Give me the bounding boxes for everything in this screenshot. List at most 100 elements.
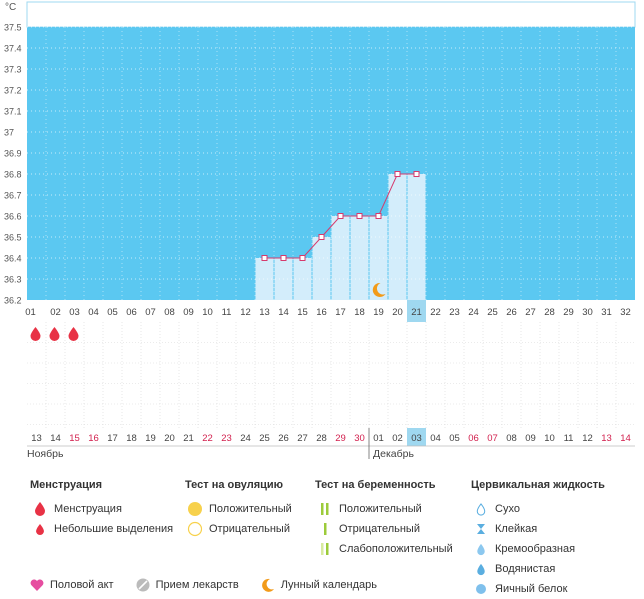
legend-ovulation: Тест на овуляцию Положительный Отрицател…	[185, 479, 292, 539]
date-row: 13 14 15 16 17 18 19 20 21 22 23 24 25 26 27 28 29 30 01 02…	[27, 428, 635, 460]
legend-pregnancy: Тест на беременность Положительный Отриц…	[315, 479, 453, 559]
y-tick-label: 36.9	[4, 149, 22, 159]
cycle-day-label: 10	[202, 307, 213, 318]
water-drop-icon	[471, 563, 491, 576]
cycle-day-label: 02	[50, 307, 61, 318]
temperature-bar	[369, 216, 388, 300]
date-label: 13	[601, 433, 612, 444]
date-label: 15	[69, 433, 80, 444]
blood-drop-icon	[49, 327, 60, 342]
blood-drop-icon	[68, 327, 79, 342]
date-label: 17	[107, 433, 118, 444]
moon-icon	[372, 282, 386, 297]
date-label: 06	[468, 433, 479, 444]
date-label: 02	[392, 433, 403, 444]
date-label: 05	[449, 433, 460, 444]
date-label: 26	[278, 433, 289, 444]
cycle-day-label: 31	[601, 307, 612, 318]
legend-item-label: Сухо	[495, 503, 520, 515]
temperature-bar	[407, 174, 426, 300]
temperature-point	[356, 213, 363, 219]
temperature-point	[413, 171, 420, 177]
legend-cervical: Цервикальная жидкость Сухо Клейкая Кремо…	[471, 479, 605, 599]
legend-item-moon: Лунный календарь	[261, 578, 377, 592]
outline-drop-icon	[471, 502, 491, 516]
temperature-bar	[293, 258, 312, 300]
cream-drop-icon	[471, 543, 491, 556]
temperature-bar	[331, 216, 350, 300]
cycle-day-label: 25	[487, 307, 498, 318]
cycle-day-label: 19	[373, 307, 384, 318]
legend-item-label: Положительный	[339, 503, 422, 515]
date-label: 20	[164, 433, 175, 444]
legend-item-creamy: Кремообразная	[471, 539, 605, 559]
y-tick-label: 37.2	[4, 86, 22, 96]
date-label: 25	[259, 433, 270, 444]
cycle-day-label: 23	[449, 307, 460, 318]
legend-item-label: Положительный	[209, 503, 292, 515]
cycle-day-label: 20	[392, 307, 403, 318]
legend-extra: Половой акт Прием лекарств Лунный календ…	[30, 578, 399, 592]
hourglass-icon	[471, 523, 491, 535]
cycle-day-label: 18	[354, 307, 365, 318]
legend-item-label: Отрицательный	[339, 523, 420, 535]
date-label: 14	[620, 433, 631, 444]
cycle-day-label: 29	[563, 307, 574, 318]
legend-item-label: Отрицательный	[209, 523, 290, 535]
cycle-day-label: 08	[164, 307, 175, 318]
temperature-point	[299, 255, 306, 261]
today-highlight	[407, 300, 426, 322]
cycle-day-label: 12	[240, 307, 251, 318]
date-label: 28	[316, 433, 327, 444]
double-stripe-icon	[315, 502, 335, 516]
cycle-day-label: 24	[468, 307, 479, 318]
date-label: 30	[354, 433, 365, 444]
plot-top-strip	[26, 1, 636, 28]
date-label: 03	[411, 433, 422, 444]
date-label: 21	[183, 433, 194, 444]
date-label: 22	[202, 433, 213, 444]
legend-item-label: Яичный белок	[495, 583, 568, 595]
today-date-highlight	[407, 428, 426, 446]
cycle-day-label: 32	[620, 307, 631, 318]
cycle-day-label: 14	[278, 307, 289, 318]
cycle-day-label: 16	[316, 307, 327, 318]
notes-grid	[27, 322, 635, 428]
legend-item-medication: Прием лекарств	[136, 578, 239, 592]
cycle-day-label: 26	[506, 307, 517, 318]
date-label: 27	[297, 433, 308, 444]
cycle-day-label: 30	[582, 307, 593, 318]
legend-cervical-title: Цервикальная жидкость	[471, 479, 605, 491]
legend-item-intercourse: Половой акт	[30, 578, 114, 592]
cycle-day-label: 06	[126, 307, 137, 318]
date-label: 11	[564, 433, 574, 444]
legend-item-label: Слабоположительный	[339, 543, 453, 555]
legend-menstruation-title: Менструация	[30, 479, 103, 491]
cycle-day-label: 07	[145, 307, 156, 318]
month-label: Декабрь	[373, 448, 414, 460]
y-tick-label: 36.6	[4, 212, 22, 222]
moon-icon	[261, 578, 275, 592]
date-label: 08	[506, 433, 517, 444]
legend-item-watery: Водянистая	[471, 559, 605, 579]
date-label: 29	[335, 433, 346, 444]
legend-item-ovulation-positive: Положительный	[185, 499, 292, 519]
empty-circle-icon	[185, 521, 205, 537]
cycle-day-label: 22	[430, 307, 441, 318]
y-tick-label: 36.2	[4, 296, 22, 306]
temperature-point	[394, 171, 401, 177]
plot-area	[26, 1, 636, 300]
legend-item-label: Лунный календарь	[280, 579, 377, 591]
date-label: 18	[126, 433, 137, 444]
faint-stripe-icon	[315, 542, 335, 556]
cycle-day-label: 21	[411, 307, 422, 318]
temperature-point	[375, 213, 382, 219]
temperature-point	[261, 255, 268, 261]
y-tick-label: 36.4	[4, 254, 22, 264]
legend-ovulation-title: Тест на овуляцию	[185, 479, 284, 491]
egg-white-icon	[471, 583, 491, 595]
legend-item-menstruation: Менструация	[30, 499, 173, 519]
legend-menstruation: Менструация Менструация Небольшие выделе…	[30, 479, 173, 539]
legend-item-label: Небольшие выделения	[54, 523, 174, 535]
legend-item-label: Водянистая	[495, 563, 556, 575]
